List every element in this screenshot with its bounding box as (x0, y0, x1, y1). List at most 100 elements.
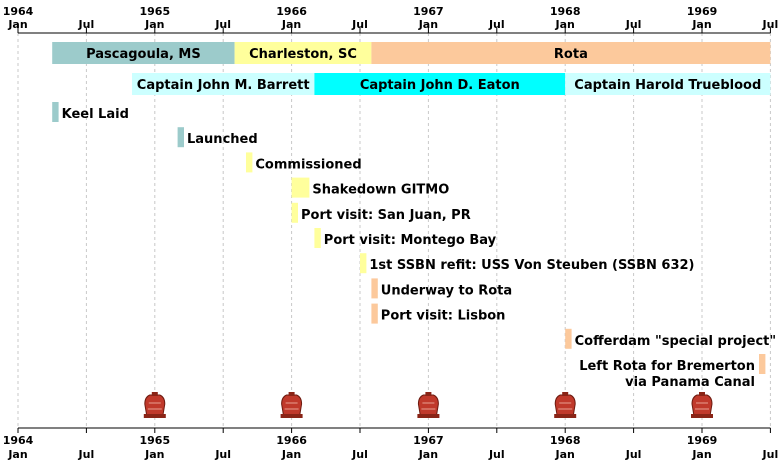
top-tick-year-1964-0: 1964 (3, 5, 34, 18)
bell-markers (143, 392, 713, 418)
event-bar-port-visit-san-juan-pr (291, 202, 298, 223)
bottom-tick-month-jul-3: Jul (214, 448, 231, 461)
event-bar-1st-ssbn-refit-uss-von-steuben-ssbn-632 (360, 253, 367, 274)
event-label-port-visit-san-juan-pr: Port visit: San Juan, PR (301, 208, 471, 223)
captain-label-captain-john-d-eaton: Captain John D. Eaton (360, 78, 520, 93)
top-tick-month-1965-2: Jan (144, 18, 164, 31)
bell-rim (417, 414, 440, 418)
event-label-shakedown-gitmo: Shakedown GITMO (312, 183, 449, 198)
bottom-tick-month-jul-5: Jul (351, 448, 368, 461)
event-bar-shakedown-gitmo (291, 177, 310, 198)
bottom-tick-month-jul-11: Jul (762, 448, 779, 461)
homeport-bands: Pascagoula, MS Charleston, SC Rota (52, 42, 771, 64)
bell-crown (699, 392, 705, 396)
bell-crown (425, 392, 432, 396)
bottom-tick-year-1969-10: 1969 (687, 434, 718, 447)
axes: 19641964JanJanJulJul19651965JanJanJulJul… (3, 5, 779, 461)
bottom-tick-month-1966-4: Jan (281, 448, 301, 461)
event-label-commissioned: Commissioned (255, 157, 361, 172)
top-tick-year-1966-4: 1966 (276, 5, 307, 18)
bell-icon-1968-01 (554, 392, 577, 418)
event-bar-launched (177, 127, 184, 148)
top-tick-month-1966-4: Jan (281, 18, 301, 31)
bell-rim (143, 414, 166, 418)
event-label-keel-laid: Keel Laid (62, 107, 129, 122)
bottom-tick-month-jul-9: Jul (625, 448, 642, 461)
top-tick-month-1964-0: Jan (7, 18, 27, 31)
event-label-port-visit-montego-bay: Port visit: Montego Bay (324, 233, 497, 248)
bottom-tick-month-1969-10: Jan (691, 448, 711, 461)
bottom-tick-year-1967-6: 1967 (413, 434, 444, 447)
captain-band-captain-harold-trueblood (565, 73, 771, 95)
bell-icon-1966-01 (280, 392, 303, 418)
bottom-tick-year-1965-2: 1965 (139, 434, 170, 447)
event-label-cofferdam-special-project: Cofferdam "special project" (575, 334, 777, 349)
top-tick-month-jul-3: Jul (214, 18, 231, 31)
bottom-tick-month-1964-0: Jan (7, 448, 27, 461)
bell-rim (280, 414, 303, 418)
top-tick-year-1969-10: 1969 (687, 5, 718, 18)
bell-highlight (558, 402, 573, 410)
top-tick-month-jul-5: Jul (351, 18, 368, 31)
bell-crown (151, 392, 158, 396)
bell-body (417, 394, 439, 417)
bell-body (554, 394, 576, 417)
top-tick-month-jul-1: Jul (78, 18, 95, 31)
top-tick-month-jul-9: Jul (625, 18, 642, 31)
bell-highlight (421, 402, 436, 410)
event-bar-port-visit-lisbon (371, 303, 378, 324)
bottom-tick-month-1965-2: Jan (144, 448, 164, 461)
top-tick-month-jul-11: Jul (762, 18, 779, 31)
bell-highlight (284, 402, 299, 410)
event-label-launched: Launched (187, 132, 258, 147)
captain-label-captain-john-m-barrett: Captain John M. Barrett (137, 78, 310, 93)
homeport-label-rota: Rota (554, 47, 588, 62)
bell-rim (691, 414, 713, 418)
bell-body (691, 394, 713, 417)
homeport-band-rota (371, 42, 771, 64)
homeport-band-charleston-sc (234, 42, 372, 64)
top-tick-month-jul-7: Jul (488, 18, 505, 31)
event-bars: Keel Laid Launched Commissioned Shakedown G… (52, 102, 776, 390)
homeport-label-charleston-sc: Charleston, SC (249, 47, 357, 62)
bottom-tick-month-jul-7: Jul (488, 448, 505, 461)
bell-crown (288, 392, 295, 396)
event-label-underway-to-rota: Underway to Rota (381, 283, 512, 298)
bottom-tick-year-1968-8: 1968 (550, 434, 581, 447)
homeport-band-pascagoula-ms (52, 42, 235, 64)
bell-icon-1967-01 (417, 392, 440, 418)
top-tick-month-1967-6: Jan (418, 18, 438, 31)
bell-body (144, 394, 166, 417)
event-bar-left-rota-for-bremerton-via-panama-canal (759, 354, 766, 374)
top-tick-year-1968-8: 1968 (550, 5, 581, 18)
captain-bands: Captain John M. Barrett Captain John D. E… (132, 73, 771, 95)
event-bar-commissioned (246, 152, 253, 173)
bell-body (281, 394, 303, 417)
bottom-tick-month-1968-8: Jan (555, 448, 575, 461)
top-tick-year-1965-2: 1965 (139, 5, 170, 18)
captain-band-captain-john-d-eaton (314, 73, 566, 95)
top-tick-month-1969-10: Jan (691, 18, 711, 31)
bell-rim (554, 414, 577, 418)
event-label-1st-ssbn-refit-uss-von-steuben-ssbn-632: 1st SSBN refit: USS Von Steuben (SSBN 63… (369, 258, 694, 273)
top-tick-year-1967-6: 1967 (413, 5, 444, 18)
bell-crown (562, 392, 569, 396)
bottom-tick-year-1964-0: 1964 (3, 434, 34, 447)
bottom-tick-year-1966-4: 1966 (276, 434, 307, 447)
top-tick-month-1968-8: Jan (555, 18, 575, 31)
event-label-left-rota-for-bremerton-via-panama-canal-line-2: via Panama Canal (625, 375, 755, 390)
event-bar-port-visit-montego-bay (314, 228, 321, 248)
event-label-port-visit-lisbon: Port visit: Lisbon (381, 309, 506, 324)
event-label-left-rota-for-bremerton-via-panama-canal-line-1: Left Rota for Bremerton (579, 359, 755, 374)
bell-highlight (147, 402, 162, 410)
bell-icon-1965-01 (143, 392, 166, 418)
captain-band-captain-john-m-barrett (132, 73, 315, 95)
bottom-tick-month-jul-1: Jul (78, 448, 95, 461)
event-bar-cofferdam-special-project (565, 328, 572, 349)
bell-icon-1969-01 (691, 392, 713, 418)
event-bar-underway-to-rota (371, 278, 378, 299)
event-bar-keel-laid (52, 102, 59, 122)
bottom-tick-month-1967-6: Jan (418, 448, 438, 461)
homeport-label-pascagoula-ms: Pascagoula, MS (86, 47, 201, 62)
